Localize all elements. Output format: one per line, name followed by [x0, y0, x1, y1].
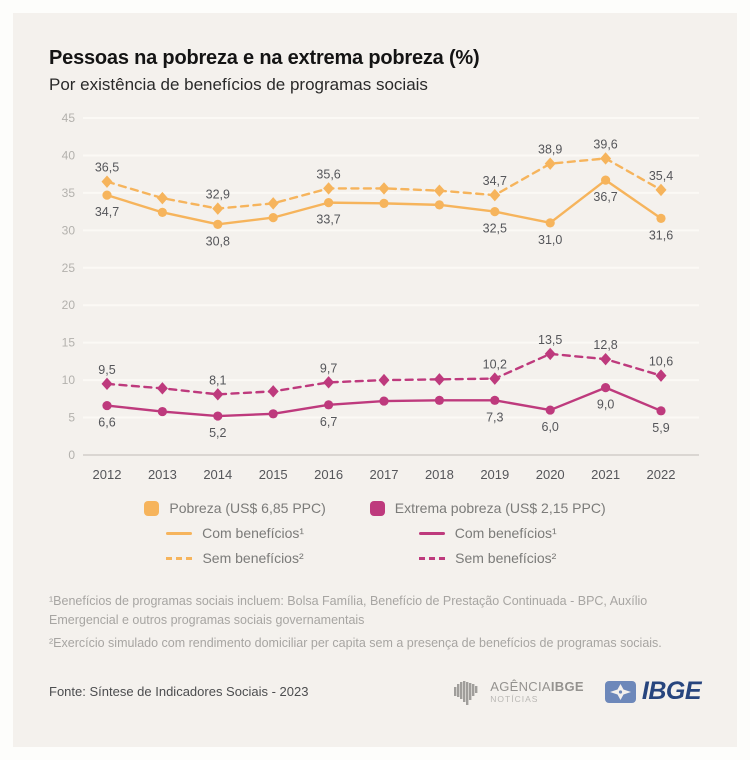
ibge-logo: IBGE	[604, 677, 702, 706]
svg-text:2019: 2019	[480, 467, 509, 482]
svg-text:0: 0	[68, 448, 75, 462]
agencia-noticias: NOTÍCIAS	[490, 693, 539, 704]
legend-swatch-extrema-pobreza	[369, 500, 385, 516]
svg-text:32,9: 32,9	[206, 188, 230, 202]
line-chart-canvas: 0 5 10 15 20 25 30 35 40 45 36,5 32,9 35,6 34,7 38,9 39…	[62, 111, 699, 482]
svg-text:10,6: 10,6	[649, 355, 673, 369]
svg-text:10,2: 10,2	[483, 358, 507, 372]
legend-title-pobreza: Pobreza (US$ 6,85 PPC)	[169, 500, 326, 517]
legend-label-pobreza-com: Com benefícios¹	[202, 525, 305, 542]
legend-solid-line-icon	[166, 531, 193, 535]
agencia-ibge-logo: AGÊNCIAIBGE NOTÍCIAS	[450, 675, 584, 709]
legend-group-extrema-pobreza: Extrema pobreza (US$ 2,15 PPC) Com benef…	[369, 500, 606, 567]
svg-text:35,4: 35,4	[649, 169, 673, 183]
legend-label-extrema-sem: Sem benefícios²	[455, 550, 557, 567]
svg-text:2013: 2013	[148, 467, 177, 482]
svg-text:40: 40	[62, 149, 76, 163]
legend-label-pobreza-sem: Sem benefícios²	[202, 550, 304, 567]
svg-text:2018: 2018	[425, 467, 454, 482]
svg-text:2016: 2016	[314, 467, 343, 482]
svg-text:6,0: 6,0	[542, 420, 559, 434]
svg-text:30,8: 30,8	[206, 235, 230, 249]
footnote-2: ²Exercício simulado com rendimento domic…	[49, 635, 662, 650]
gridlines	[83, 117, 699, 419]
svg-text:36,7: 36,7	[593, 191, 617, 205]
svg-text:2020: 2020	[536, 467, 565, 482]
svg-text:2014: 2014	[203, 467, 232, 482]
svg-text:38,9: 38,9	[538, 143, 562, 157]
svg-text:39,6: 39,6	[593, 138, 617, 152]
svg-text:45: 45	[62, 111, 76, 125]
series-extrema-pobreza-com-beneficios: 6,6 5,2 6,7 7,3 6,0 9,0 5,9	[98, 383, 670, 440]
svg-text:15: 15	[62, 336, 76, 350]
svg-text:20: 20	[62, 299, 76, 313]
legend-dashed-line-icon	[166, 556, 193, 560]
svg-text:31,6: 31,6	[649, 229, 673, 243]
agencia-ibge: IBGE	[550, 678, 584, 694]
legend-swatch-pobreza	[144, 500, 160, 516]
svg-text:5,2: 5,2	[209, 426, 226, 440]
legend-dashed-line-icon	[419, 556, 446, 560]
svg-text:35: 35	[62, 186, 76, 200]
ibge-compass-icon	[604, 680, 636, 703]
svg-text:2017: 2017	[370, 467, 399, 482]
svg-text:8,1: 8,1	[209, 374, 226, 388]
logos: AGÊNCIAIBGE NOTÍCIAS IBGE	[450, 675, 702, 709]
agencia-name: AGÊNCIA	[490, 678, 551, 694]
svg-text:25: 25	[62, 261, 76, 275]
line-chart: 0 5 10 15 20 25 30 35 40 45 36,5 32,9 35,6 34,7 38,9 39…	[49, 109, 701, 492]
svg-text:5: 5	[68, 411, 75, 425]
infographic-panel: Pessoas na pobreza e na extrema pobreza …	[13, 13, 737, 747]
svg-text:2021: 2021	[591, 467, 620, 482]
source-text: Fonte: Síntese de Indicadores Sociais - …	[49, 684, 309, 700]
footnote-1: ¹Benefícios de programas sociais incluem…	[49, 594, 648, 628]
legend-solid-line-icon	[418, 531, 445, 535]
svg-text:13,5: 13,5	[538, 333, 562, 347]
chart-title: Pessoas na pobreza e na extrema pobreza …	[49, 47, 480, 69]
svg-text:35,6: 35,6	[316, 168, 340, 182]
legend-title-extrema-pobreza: Extrema pobreza (US$ 2,15 PPC)	[394, 500, 606, 517]
legend-group-pobreza: Pobreza (US$ 6,85 PPC) Com benefícios¹ S…	[144, 500, 326, 567]
svg-text:34,7: 34,7	[483, 175, 507, 189]
svg-text:6,7: 6,7	[320, 415, 337, 429]
svg-text:2012: 2012	[93, 467, 122, 482]
series-extrema-pobreza-sem-beneficios: 9,5 8,1 9,7 10,2 13,5 12,8 10,6	[98, 333, 673, 401]
svg-text:12,8: 12,8	[593, 339, 617, 353]
svg-text:33,7: 33,7	[316, 213, 340, 227]
svg-text:9,7: 9,7	[320, 362, 337, 376]
chart-legend: Pobreza (US$ 6,85 PPC) Com benefícios¹ S…	[49, 500, 701, 566]
svg-text:9,5: 9,5	[98, 363, 115, 377]
brazil-map-icon	[454, 680, 478, 705]
footnotes: ¹Benefícios de programas sociais incluem…	[49, 592, 701, 652]
svg-text:2022: 2022	[647, 467, 676, 482]
svg-text:6,6: 6,6	[98, 416, 115, 430]
series-pobreza-sem-beneficios: 36,5 32,9 35,6 34,7 38,9 39,6 35,4	[95, 138, 673, 216]
svg-text:5,9: 5,9	[652, 421, 669, 435]
svg-text:34,7: 34,7	[95, 206, 119, 220]
legend-label-extrema-com: Com benefícios¹	[454, 525, 557, 542]
svg-text:7,3: 7,3	[486, 411, 503, 425]
svg-text:2015: 2015	[259, 467, 288, 482]
ibge-wordmark: IBGE	[641, 677, 702, 706]
svg-text:36,5: 36,5	[95, 161, 119, 175]
svg-text:10: 10	[62, 374, 76, 388]
x-axis-labels: 2012 2013 2014 2015 2016 2017 2018 2019 2020 2021…	[93, 467, 676, 482]
y-axis-labels: 0 5 10 15 20 25 30 35 40 45	[62, 111, 76, 462]
svg-text:9,0: 9,0	[597, 398, 614, 412]
svg-text:32,5: 32,5	[483, 222, 507, 236]
footer: Fonte: Síntese de Indicadores Sociais - …	[49, 675, 702, 709]
svg-text:30: 30	[62, 224, 76, 238]
series-pobreza-com-beneficios: 34,7 30,8 33,7 32,5 31,0 36,7 31,6	[95, 175, 673, 249]
chart-subtitle: Por existência de benefícios de programa…	[49, 75, 428, 94]
svg-text:31,0: 31,0	[538, 233, 562, 247]
